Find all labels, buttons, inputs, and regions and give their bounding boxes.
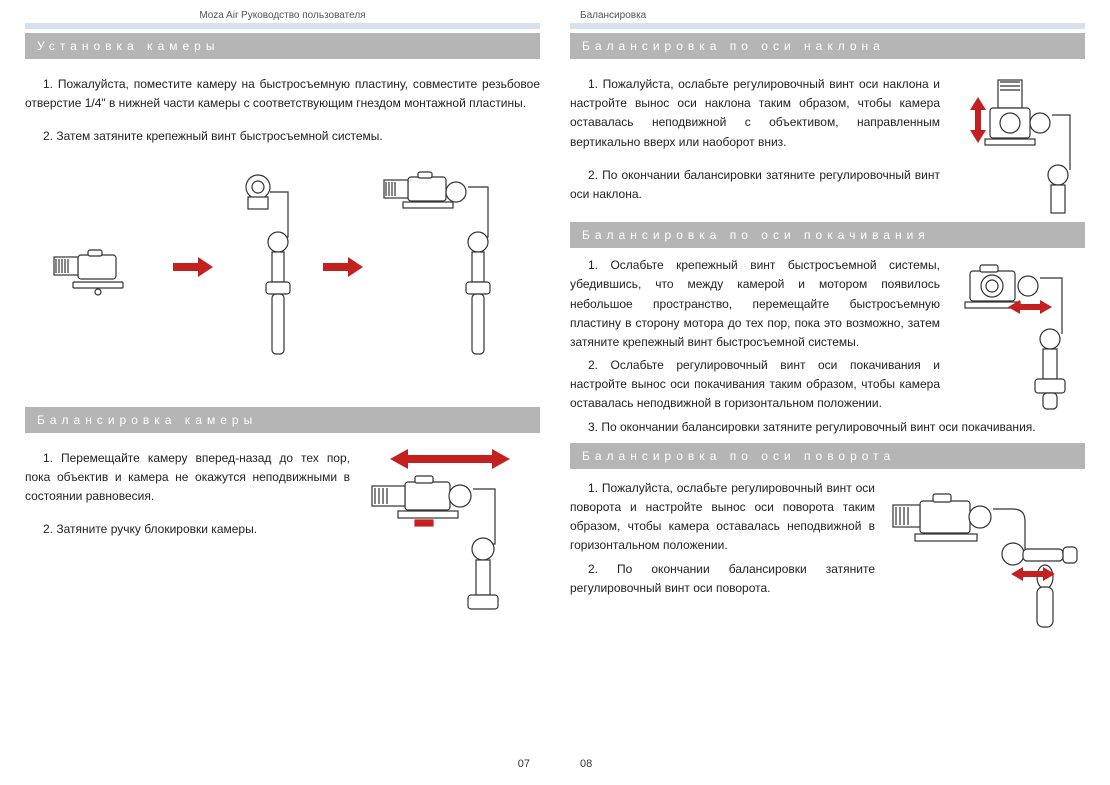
gimbal-roll-icon — [950, 256, 1085, 411]
camera-plate-icon — [48, 237, 158, 297]
pan-para-1: 1. Пожалуйста, ослабьте регулировочный в… — [570, 479, 875, 556]
gimbal-pan-icon — [885, 479, 1085, 639]
gimbal-balance-fb-icon — [360, 464, 540, 614]
gimbal-step1-icon — [228, 167, 308, 367]
arrow-right-icon — [323, 257, 363, 277]
tilt-row: 1. Пожалуйста, ослабьте регулировочный в… — [570, 75, 1085, 218]
gimbal-assembled-icon — [378, 167, 518, 367]
header-strip-left — [25, 23, 540, 29]
page-left: Moza Air Руководство пользователя Устано… — [0, 0, 555, 785]
install-para-2: 2. Затем затяните крепежный винт быстрос… — [25, 127, 540, 146]
section-pan-axis: Балансировка по оси поворота — [570, 443, 1085, 469]
section-balance-camera: Балансировка камеры — [25, 407, 540, 433]
header-strip-right — [570, 23, 1085, 29]
pan-para-2: 2. По окончании балансировки затяните ре… — [570, 560, 875, 598]
pan-row: 1. Пожалуйста, ослабьте регулировочный в… — [570, 479, 1085, 639]
page-number-left: 07 — [518, 758, 530, 770]
roll-row: 1. Ослабьте крепежный винт быстросъемной… — [570, 256, 1085, 418]
roll-para-1: 1. Ослабьте крепежный винт быстросъемной… — [570, 256, 940, 352]
install-figure-row — [25, 167, 540, 367]
section-roll-axis: Балансировка по оси покачивания — [570, 222, 1085, 248]
header-title-left: Moza Air Руководство пользователя — [25, 10, 540, 21]
page-right: Балансировка Балансировка по оси наклона… — [555, 0, 1110, 785]
balance-para-1: 1. Перемещайте камеру вперед-назад до те… — [25, 449, 350, 507]
section-tilt-axis: Балансировка по оси наклона — [570, 33, 1085, 59]
arrow-right-icon — [173, 257, 213, 277]
gimbal-tilt-icon — [950, 75, 1085, 215]
section-install-camera: Установка камеры — [25, 33, 540, 59]
header-title-right: Балансировка — [570, 10, 1085, 21]
balance-camera-row: 1. Перемещайте камеру вперед-назад до те… — [25, 449, 540, 614]
double-arrow-icon — [390, 449, 510, 469]
roll-para-3: 3. По окончании балансировки затяните ре… — [570, 418, 1085, 437]
install-para-1: 1. Пожалуйста, поместите камеру на быстр… — [25, 75, 540, 113]
balance-para-2: 2. Затяните ручку блокировки камеры. — [25, 520, 350, 539]
page-number-right: 08 — [580, 758, 592, 770]
tilt-para-1: 1. Пожалуйста, ослабьте регулировочный в… — [570, 75, 940, 152]
roll-para-2: 2. Ослабьте регулировочный винт оси пока… — [570, 356, 940, 414]
tilt-para-2: 2. По окончании балансировки затяните ре… — [570, 166, 940, 204]
